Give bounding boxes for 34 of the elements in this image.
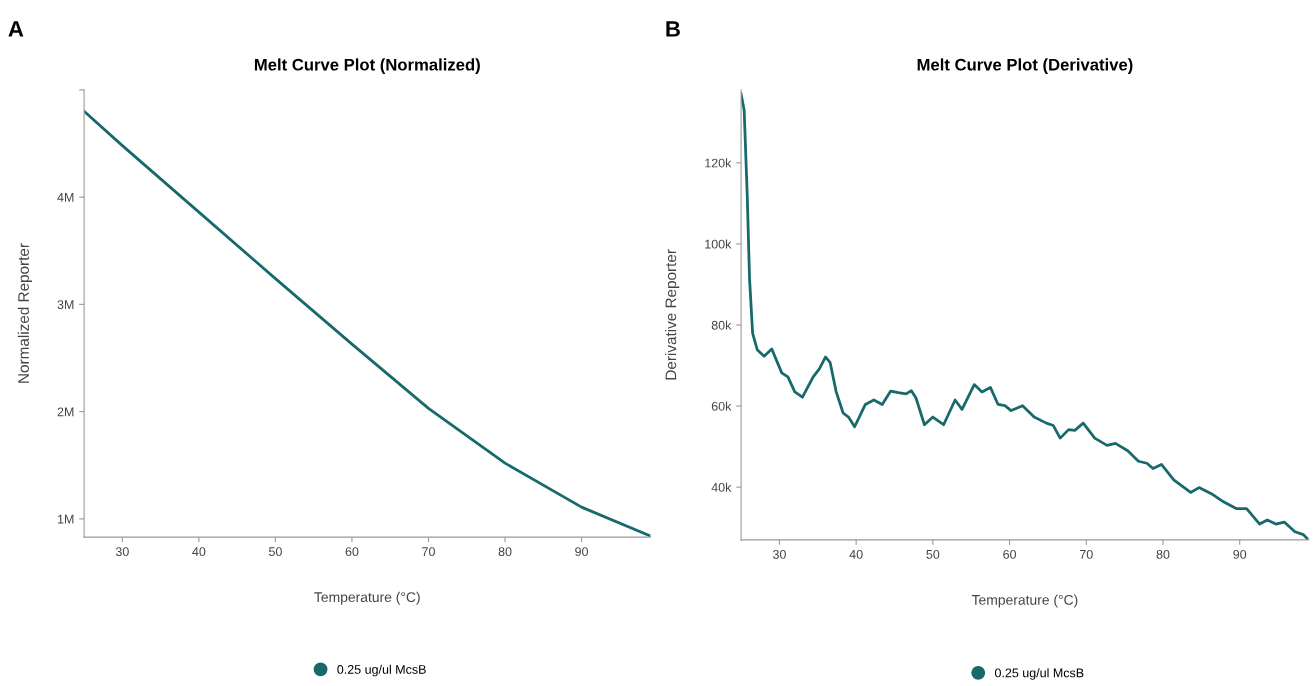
- text: A: [8, 21, 24, 37]
- chart-title: Melt Curve Plot (Derivative): [917, 58, 1133, 74]
- x-tick-label: 40: [849, 549, 863, 559]
- chart-title: Melt Curve Plot (Normalized): [254, 58, 480, 74]
- x-axis-title: Temperature (°C): [314, 591, 420, 605]
- y-tick-label: 2M: [57, 407, 74, 417]
- y-tick-label: 4M: [57, 193, 74, 202]
- x-tick-label: 70: [422, 547, 435, 557]
- x-tick-label: 30: [772, 549, 786, 559]
- x-tick-label: 40: [192, 547, 206, 557]
- y-tick-label: 1M: [57, 514, 74, 524]
- x-tick-label: 80: [498, 547, 512, 557]
- y-tick-label: 3M: [57, 300, 74, 310]
- x-tick-label: 70: [1079, 549, 1093, 559]
- line-series: [741, 92, 1309, 540]
- x-axis-title: Temperature (°C): [971, 594, 1078, 608]
- text: B: [666, 21, 680, 37]
- x-tick-label: 50: [268, 547, 282, 557]
- x-tick-label: 90: [575, 547, 589, 557]
- y-tick-label: 120k: [705, 158, 732, 168]
- y-axis-title: Derivative Reporter: [665, 249, 680, 380]
- x-tick-label: 30: [115, 547, 129, 557]
- x-tick-label: 90: [1233, 549, 1247, 559]
- y-axis-title: Normalized Reporter: [17, 243, 33, 383]
- x-tick-label: 60: [1003, 549, 1017, 559]
- y-tick-label: 100k: [705, 239, 732, 249]
- y-tick-label: 40k: [711, 482, 732, 492]
- x-tick-label: 80: [1156, 549, 1170, 559]
- legend-label: 0.25 ug/ul McsB: [994, 668, 1084, 680]
- y-tick-label: 60k: [711, 401, 732, 411]
- x-tick-label: 50: [926, 549, 940, 559]
- legend-label: 0.25 ug/ul McsB: [337, 664, 426, 677]
- y-tick-label: 80k: [711, 320, 732, 330]
- x-tick-label: 60: [345, 547, 359, 557]
